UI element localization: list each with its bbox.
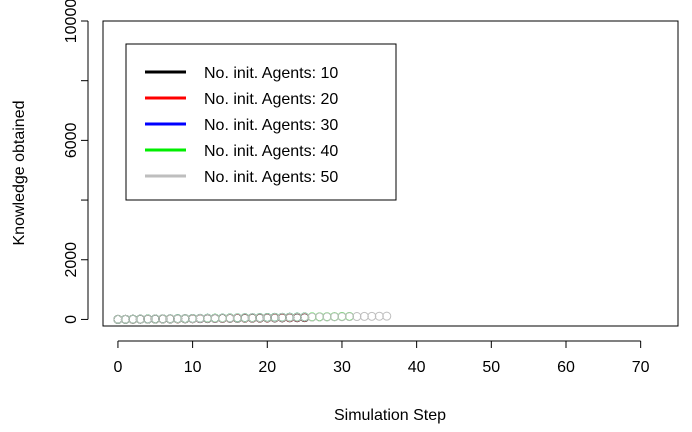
plot-box xyxy=(102,20,679,327)
x-tick-label: 50 xyxy=(482,359,500,376)
data-point xyxy=(359,311,369,321)
data-point xyxy=(300,312,310,322)
data-point xyxy=(277,312,287,322)
data-point xyxy=(255,313,265,323)
data-point xyxy=(270,313,280,323)
data-point xyxy=(367,311,377,321)
y-axis-title: Knowledge obtained xyxy=(11,100,28,245)
data-point xyxy=(232,313,242,323)
data-point xyxy=(217,313,227,323)
data-point xyxy=(195,313,205,323)
data-point xyxy=(292,312,302,322)
y-tick-label: 10000 xyxy=(63,0,80,43)
data-point xyxy=(329,312,339,322)
data-point xyxy=(180,314,190,324)
data-point xyxy=(344,312,354,322)
data-point xyxy=(247,313,257,323)
data-point xyxy=(374,311,384,321)
data-point xyxy=(113,314,123,324)
data-point xyxy=(337,312,347,322)
data-point xyxy=(210,313,220,323)
data-point xyxy=(143,314,153,324)
x-tick-label: 60 xyxy=(557,359,575,376)
x-tick-label: 30 xyxy=(333,359,351,376)
x-tick-label: 20 xyxy=(258,359,276,376)
data-point xyxy=(150,314,160,324)
x-tick-label: 10 xyxy=(184,359,202,376)
data-point xyxy=(128,314,138,324)
legend-label: No. init. Agents: 30 xyxy=(204,117,338,134)
legend-label: No. init. Agents: 40 xyxy=(204,143,338,160)
data-points xyxy=(113,311,392,324)
data-point xyxy=(135,314,145,324)
data-point xyxy=(352,312,362,322)
x-tick-label: 0 xyxy=(113,359,122,376)
legend-box xyxy=(125,43,397,201)
data-point xyxy=(322,312,332,322)
x-axis: 0 10 20 30 40 50 60 70 xyxy=(113,340,650,376)
data-point xyxy=(262,313,272,323)
data-point xyxy=(382,311,392,321)
y-tick-label: 6000 xyxy=(63,122,80,158)
data-point xyxy=(173,314,183,324)
data-point xyxy=(188,314,198,324)
y-tick-label: 2000 xyxy=(63,242,80,278)
data-point xyxy=(120,314,130,324)
legend-label: No. init. Agents: 50 xyxy=(204,169,338,186)
legend-label: No. init. Agents: 20 xyxy=(204,91,338,108)
y-tick-label: 0 xyxy=(63,315,80,324)
data-point xyxy=(240,313,250,323)
x-tick-label: 40 xyxy=(408,359,426,376)
data-point xyxy=(165,314,175,324)
data-point xyxy=(315,312,325,322)
x-axis-title: Simulation Step xyxy=(334,407,446,424)
data-point xyxy=(285,312,295,322)
x-tick-label: 70 xyxy=(632,359,650,376)
legend-label: No. init. Agents: 10 xyxy=(204,65,338,82)
y-axis: 0 2000 6000 10000 xyxy=(63,0,89,324)
data-point xyxy=(307,312,317,322)
legend: No. init. Agents: 10 No. init. Agents: 20… xyxy=(125,43,397,201)
data-point xyxy=(225,313,235,323)
data-point xyxy=(203,313,213,323)
data-point xyxy=(158,314,168,324)
